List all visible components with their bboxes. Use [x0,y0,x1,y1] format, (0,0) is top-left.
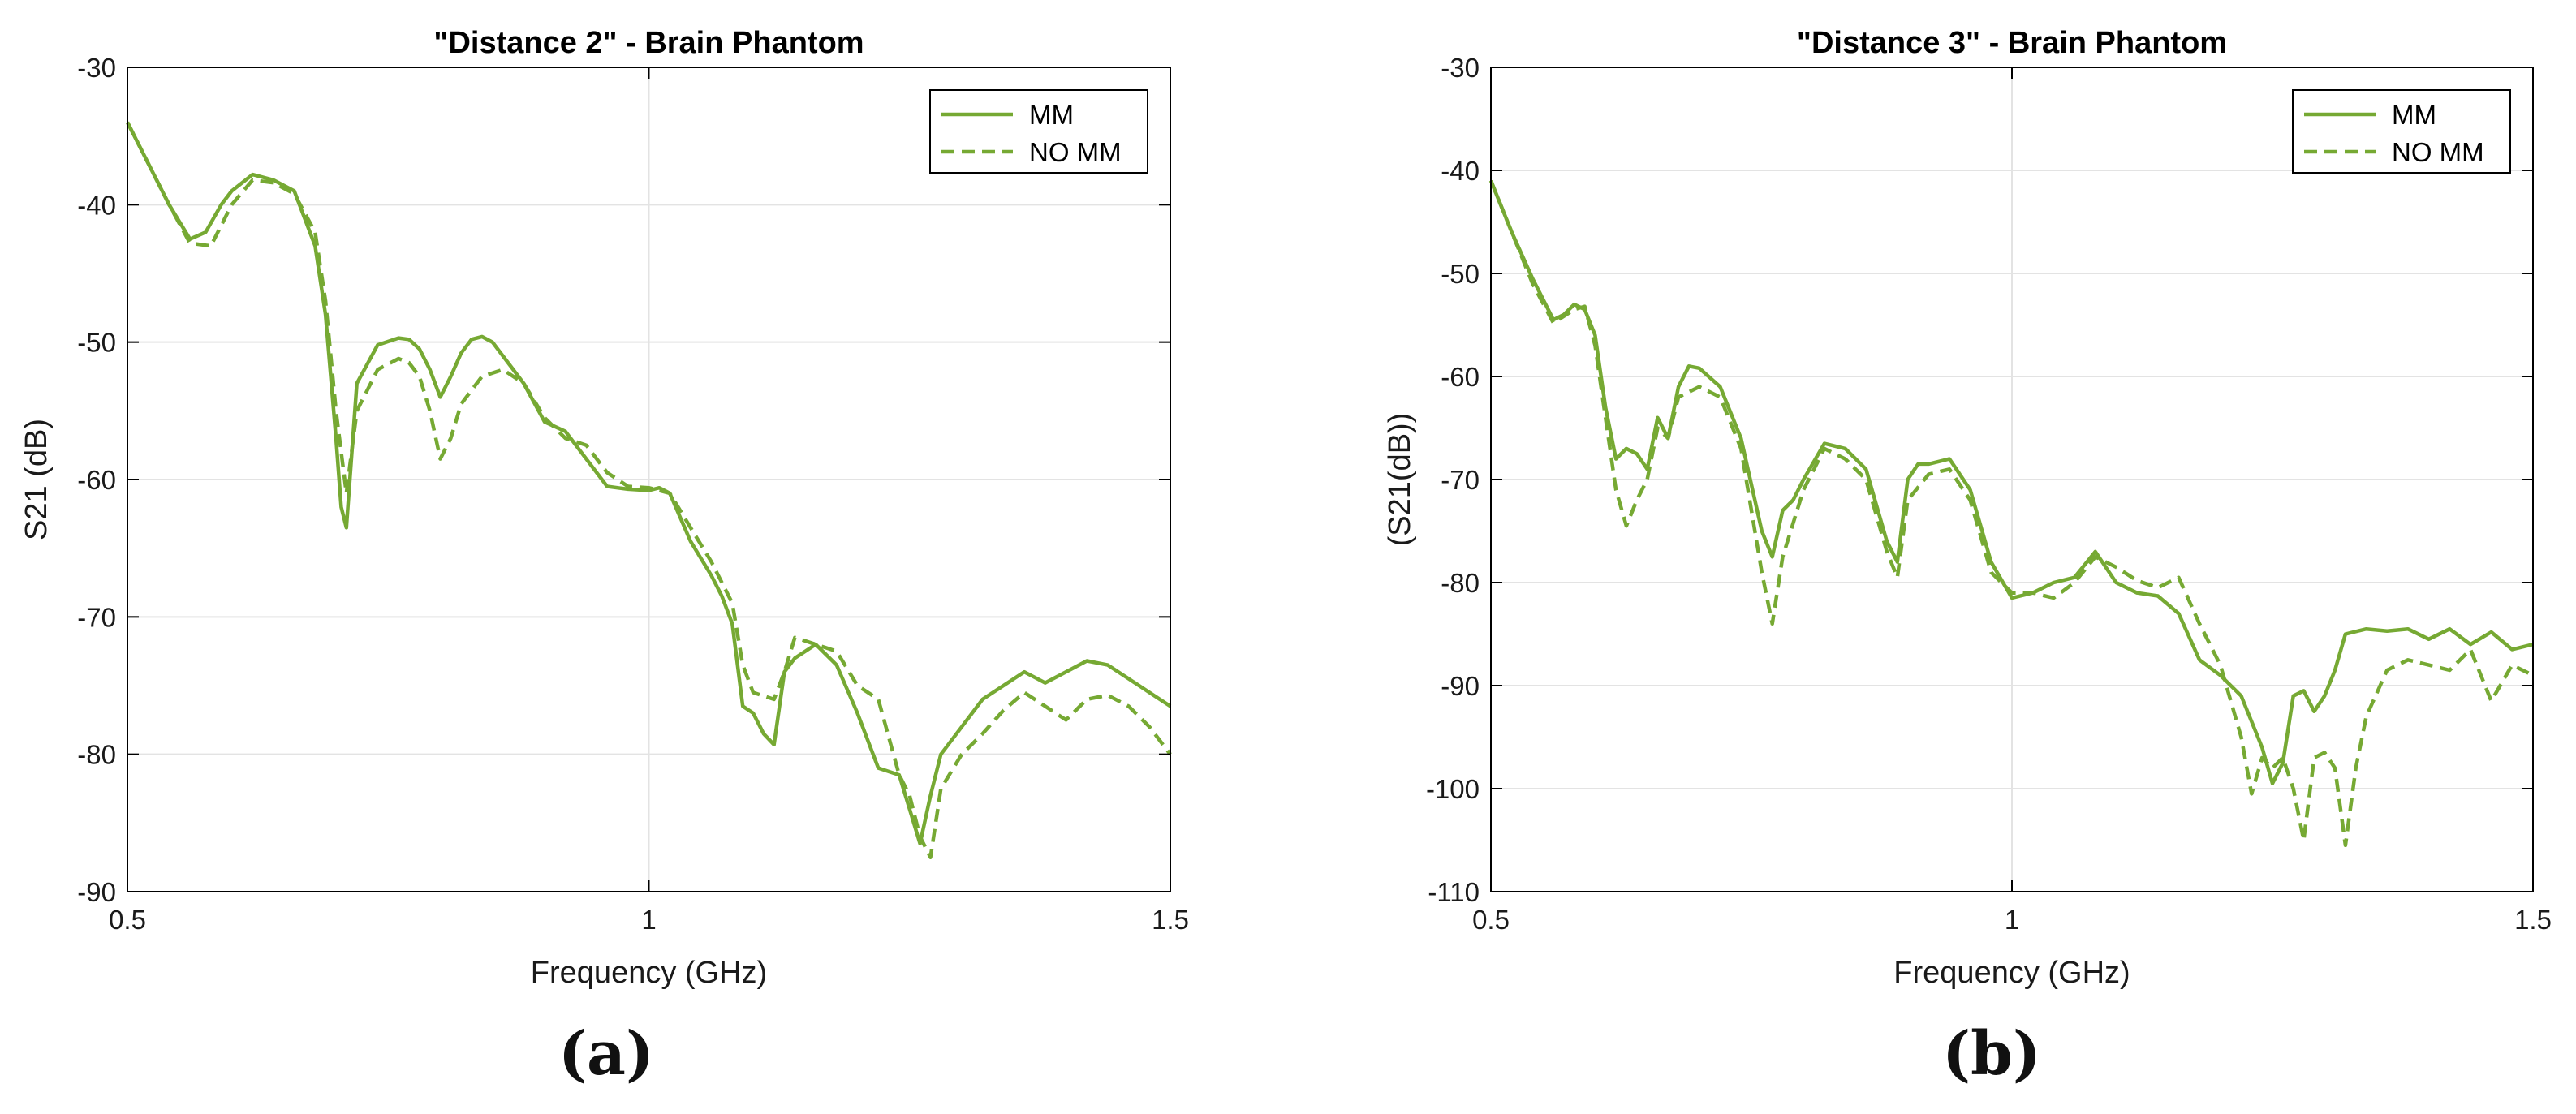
y-tick-label: -60 [77,465,116,495]
y-tick-label: -50 [77,328,116,358]
x-tick-label: 1 [641,905,656,935]
y-tick-label: -70 [77,602,116,632]
y-tick-label: -80 [77,740,116,770]
y-axis-label: (S21(dB)) [1383,413,1417,547]
legend-label: MM [2392,100,2436,130]
x-axis-label: Frequency (GHz) [1893,956,2130,990]
series-line-mm [1488,179,2534,785]
y-tick-label: -70 [1441,465,1480,495]
chart-distance-3: -110 -100 -90 -80 -70 -60 -50 -40 -30 0.5 1 1.5 "Dis… [1383,26,2552,990]
y-tick-label: -40 [77,190,116,220]
legend-box [2292,89,2511,174]
x-tick-label: 1.5 [2514,905,2552,935]
x-tick-label: 0.5 [109,905,146,935]
y-tick-label: -30 [1441,53,1480,83]
y-tick-label: -90 [77,877,116,907]
y-axis-label: S21 (dB) [19,419,54,540]
chart-title: "Distance 3" - Brain Phantom [1797,26,2227,60]
y-tick-label: -40 [1441,156,1480,186]
x-axis-label: Frequency (GHz) [531,956,767,990]
x-tick-label: 0.5 [1472,905,1510,935]
chart-title: "Distance 2" - Brain Phantom [433,26,864,60]
y-tick-label: -60 [1441,362,1480,392]
chart-distance-2: -90 -80 -70 -60 -50 -40 -30 0.5 1 1.5 "Distance 2"… [19,26,1189,990]
panel-label-b: (b) [1942,1019,2041,1089]
x-tick-label: 1.5 [1152,905,1189,935]
legend-label: MM [1029,100,1074,130]
x-tick-label: 1 [2005,905,2019,935]
panel-label-a: (a) [558,1019,654,1089]
series-line-no-mm [1488,179,2534,848]
y-tick-label: -100 [1426,774,1480,804]
y-tick-label: -110 [1428,877,1480,907]
y-tick-label: -30 [77,53,116,83]
legend-label: NO MM [1029,137,1122,167]
y-tick-label: -50 [1441,259,1480,289]
legend-label: NO MM [2392,137,2484,167]
y-tick-label: -80 [1441,568,1480,598]
legend-box [929,89,1148,174]
y-tick-label: -90 [1441,671,1480,701]
